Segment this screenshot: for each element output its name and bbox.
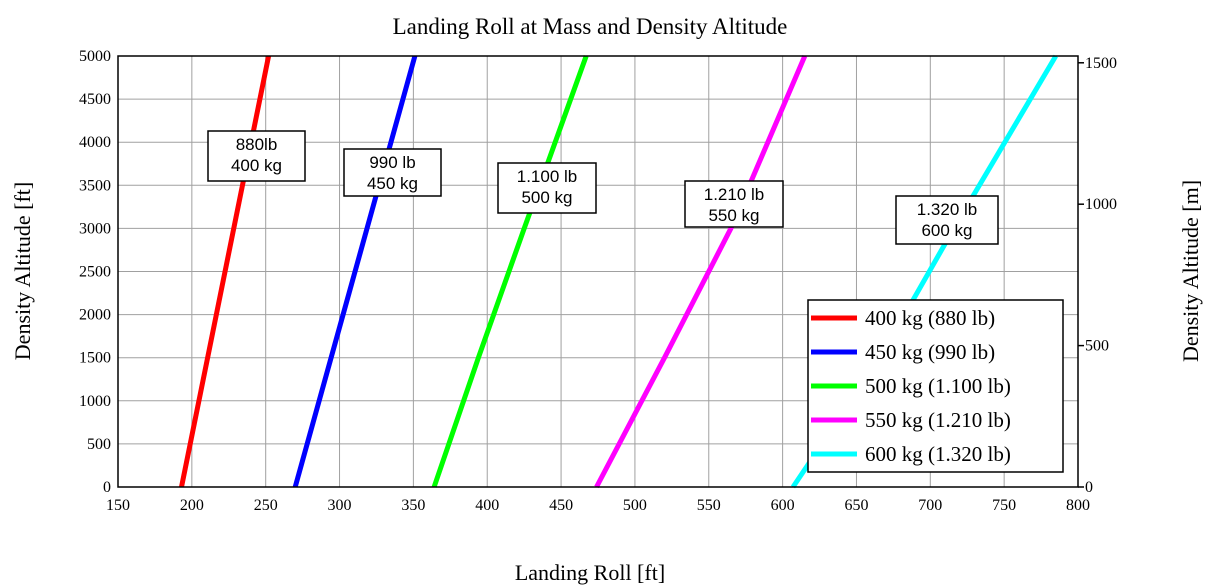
series-label-box (343, 148, 442, 197)
series-label-box (895, 195, 999, 245)
series-label-mass: 550 kg (708, 206, 759, 225)
y2-tick-label: 1500 (1085, 55, 1117, 72)
y-tick-label: 2500 (79, 264, 111, 281)
y2-tick-label: 1000 (1085, 196, 1117, 213)
y2-tick-label: 500 (1085, 338, 1109, 355)
y2-tick-label: 0 (1085, 479, 1093, 496)
x-axis-label: Landing Roll [ft] (515, 560, 665, 585)
x-tick-label: 250 (254, 497, 278, 514)
series-labels: 880lb 400 kg 990 lb 450 kg 1.100 lb 500 kg 1.2… (207, 130, 999, 245)
y-axis-label: Density Altitude [ft] (10, 182, 35, 360)
x-tick-label: 200 (180, 497, 204, 514)
series-label-weight: 1.100 lb (517, 167, 578, 186)
y-tick-label: 1500 (79, 350, 111, 367)
series-line (594, 55, 808, 489)
x-tick-label: 700 (918, 497, 942, 514)
x-tick-label: 750 (992, 497, 1016, 514)
series-label-box (684, 180, 784, 228)
x-tick-label: 150 (106, 497, 130, 514)
y-tick-label: 4500 (79, 91, 111, 108)
axis-ticks: 150 200 250 300 350 400 450 500 550 600 650 700 750 8… (79, 48, 1117, 514)
x-tick-label: 500 (623, 497, 647, 514)
y-tick-label: 4000 (79, 134, 111, 151)
x-tick-label: 300 (328, 497, 352, 514)
x-tick-label: 550 (697, 497, 721, 514)
plot-frame (117, 55, 1079, 488)
x-tick-label: 650 (844, 497, 868, 514)
series-line (292, 55, 418, 488)
chart-title: Landing Roll at Mass and Density Altitud… (393, 14, 788, 39)
series-label-weight: 1.320 lb (917, 200, 978, 219)
y-tick-label: 0 (103, 479, 111, 496)
legend-entry: 550 kg (1.210 lb) (865, 408, 1011, 432)
x-tick-label: 400 (475, 497, 499, 514)
series-label-mass: 400 kg (231, 156, 282, 175)
series-label-mass: 500 kg (521, 188, 572, 207)
series-label-mass: 600 kg (921, 221, 972, 240)
legend-entry: 500 kg (1.100 lb) (865, 374, 1011, 398)
x-tick-label: 450 (549, 497, 573, 514)
y-tick-label: 2000 (79, 307, 111, 324)
series-line (179, 55, 272, 488)
y-tick-label: 5000 (79, 48, 111, 65)
series-label-weight: 990 lb (369, 153, 415, 172)
legend-entry: 600 kg (1.320 lb) (865, 442, 1011, 466)
y-tick-label: 1000 (79, 393, 111, 410)
y-tick-label: 3500 (79, 177, 111, 194)
x-tick-label: 600 (771, 497, 795, 514)
series-line (431, 55, 589, 488)
series-label-weight: 1.210 lb (704, 185, 765, 204)
x-tick-label: 800 (1066, 497, 1090, 514)
series-label-weight: 880lb (236, 135, 278, 154)
series-label-box (207, 130, 306, 182)
series-label-mass: 450 kg (367, 174, 418, 193)
y2-axis-label: Density Altitude [m] (1178, 180, 1203, 362)
y-tick-label: 500 (87, 436, 111, 453)
y-tick-label: 3000 (79, 220, 111, 237)
series-label-box (497, 162, 597, 214)
legend-entry: 450 kg (990 lb) (865, 340, 995, 364)
legend-entry: 400 kg (880 lb) (865, 306, 995, 330)
x-tick-label: 350 (401, 497, 425, 514)
legend: 400 kg (880 lb) 450 kg (990 lb) 500 kg (1.… (807, 299, 1064, 473)
